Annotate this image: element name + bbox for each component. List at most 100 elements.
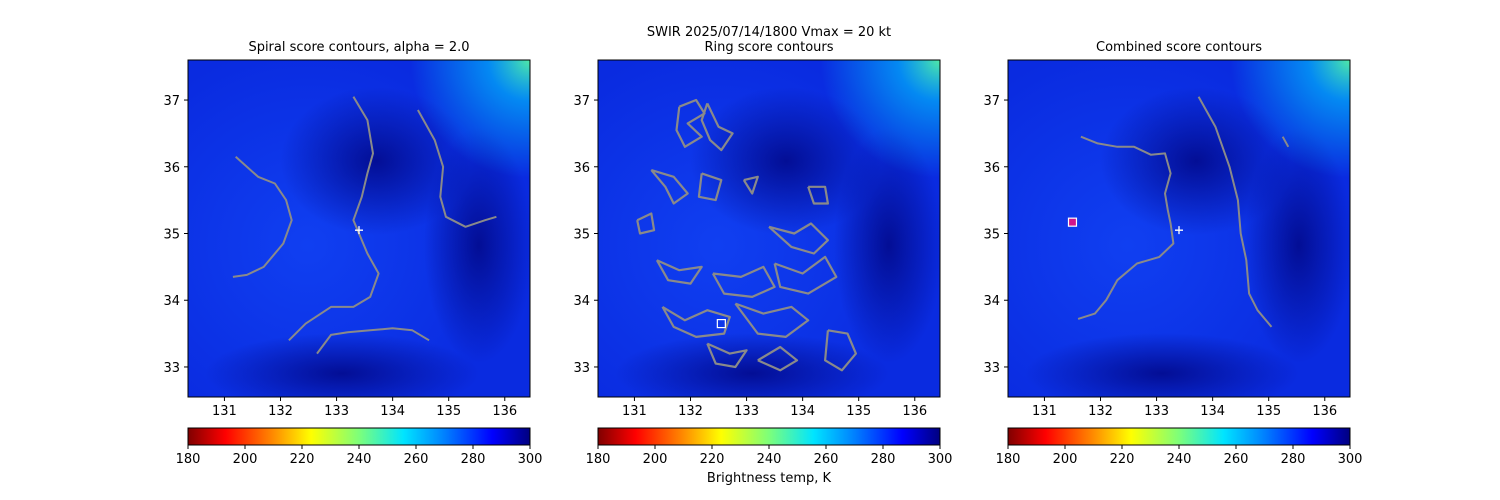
panel-title: Combined score contours xyxy=(1096,40,1262,55)
x-tick-label: 132 xyxy=(268,404,293,419)
x-tick-label: 135 xyxy=(436,404,461,419)
contour-line xyxy=(316,327,430,355)
colorbar-tick-label: 260 xyxy=(1224,452,1249,467)
panel-title: Ring score contours xyxy=(704,40,833,55)
y-tick-label: 35 xyxy=(573,228,590,243)
contour-line xyxy=(232,156,293,278)
colorbar-tick-label: 300 xyxy=(928,452,953,467)
contour-line xyxy=(1077,135,1175,320)
y-tick-label: 33 xyxy=(983,361,1000,376)
contour-line xyxy=(742,175,759,195)
colorbar xyxy=(597,427,941,446)
colorbar-tick-label: 200 xyxy=(233,452,258,467)
y-tick-label: 34 xyxy=(983,294,1000,309)
suptitle: SWIR 2025/07/14/1800 Vmax = 20 kt xyxy=(647,25,891,40)
contour-line xyxy=(417,109,497,228)
x-tick-label: 135 xyxy=(1256,404,1281,419)
y-tick-label: 33 xyxy=(573,361,590,376)
y-tick-label: 37 xyxy=(163,94,180,109)
contour-line xyxy=(824,329,857,372)
axes-frame xyxy=(597,59,941,398)
x-tick-label: 134 xyxy=(1200,404,1225,419)
y-tick-label: 33 xyxy=(163,361,180,376)
contour-line xyxy=(1281,136,1290,148)
axes-frame xyxy=(187,59,531,398)
colorbar-tick-label: 200 xyxy=(1053,452,1078,467)
colorbar xyxy=(1007,427,1351,446)
x-tick-label: 136 xyxy=(1312,404,1337,419)
colorbar-tick-label: 280 xyxy=(871,452,896,467)
axes-frame xyxy=(1007,59,1351,398)
y-tick-label: 34 xyxy=(163,294,180,309)
y-tick-label: 35 xyxy=(983,228,1000,243)
colorbar-tick-label: 240 xyxy=(347,452,372,467)
colorbar-tick-label: 280 xyxy=(461,452,486,467)
colorbar-tick-label: 240 xyxy=(1167,452,1192,467)
contour-line xyxy=(773,255,838,295)
colorbar-tick-label: 260 xyxy=(814,452,839,467)
x-tick-label: 133 xyxy=(734,404,759,419)
colorbar-tick-label: 220 xyxy=(1110,452,1135,467)
contour-line xyxy=(675,98,706,148)
x-tick-label: 134 xyxy=(380,404,405,419)
colorbar-tick-label: 300 xyxy=(518,452,543,467)
colorbar-tick-label: 300 xyxy=(1338,452,1363,467)
x-tick-label: 134 xyxy=(790,404,815,419)
colorbar xyxy=(187,427,531,446)
panel-title: Spiral score contours, alpha = 2.0 xyxy=(248,40,469,55)
plot-area xyxy=(1008,60,1350,397)
colorbar-tick-label: 260 xyxy=(404,452,429,467)
center-plus-marker xyxy=(1175,226,1183,235)
contour-line xyxy=(288,96,380,342)
panel-3: Combined score contours 131 132 133 134 135 13… xyxy=(983,40,1362,467)
y-tick-label: 36 xyxy=(163,161,180,176)
colorbar-tick-label: 180 xyxy=(586,452,611,467)
contour-line xyxy=(768,222,829,255)
contour-line xyxy=(711,265,776,298)
contour-line xyxy=(655,259,703,285)
plot-area xyxy=(598,60,940,397)
x-tick-label: 133 xyxy=(1144,404,1169,419)
y-tick-label: 34 xyxy=(573,294,590,309)
contour-line xyxy=(697,172,723,202)
colorbar-tick-label: 180 xyxy=(996,452,1021,467)
x-tick-label: 132 xyxy=(678,404,703,419)
panel-1: Spiral score contours, alpha = 2.0 131 132… xyxy=(163,40,542,467)
x-tick-label: 133 xyxy=(324,404,349,419)
contour-line xyxy=(734,302,810,338)
x-tick-label: 132 xyxy=(1088,404,1113,419)
x-tick-label: 131 xyxy=(622,404,647,419)
y-tick-label: 36 xyxy=(573,161,590,176)
heatmap-corner-warm xyxy=(598,60,940,397)
center-plus-marker xyxy=(355,226,363,235)
panel-2: Ring score contours 131 132 133 134 135 136 33 3… xyxy=(573,40,952,486)
colorbar-tick-label: 220 xyxy=(700,452,725,467)
y-tick-label: 36 xyxy=(983,161,1000,176)
colorbar-label: Brightness temp, K xyxy=(707,471,832,486)
colorbar-tick-label: 200 xyxy=(643,452,668,467)
contour-line xyxy=(706,342,748,369)
x-tick-label: 131 xyxy=(1032,404,1057,419)
contour-line xyxy=(650,169,689,205)
y-tick-label: 35 xyxy=(163,228,180,243)
colorbar-tick-label: 220 xyxy=(290,452,315,467)
contour-line xyxy=(636,212,656,235)
contour-line xyxy=(700,102,734,152)
colorbar-tick-label: 240 xyxy=(757,452,782,467)
center-square-marker xyxy=(716,318,726,329)
plot-area xyxy=(188,60,530,397)
center-square-marker xyxy=(1067,217,1078,227)
contour-line xyxy=(757,345,799,372)
colorbar-tick-label: 180 xyxy=(176,452,201,467)
x-tick-label: 135 xyxy=(846,404,871,419)
colorbar-tick-label: 280 xyxy=(1281,452,1306,467)
x-tick-label: 136 xyxy=(492,404,517,419)
y-tick-label: 37 xyxy=(983,94,1000,109)
x-tick-label: 131 xyxy=(212,404,237,419)
contour-line xyxy=(661,305,731,338)
y-tick-label: 37 xyxy=(573,94,590,109)
contour-line xyxy=(807,185,829,205)
x-tick-label: 136 xyxy=(902,404,927,419)
contour-line xyxy=(1197,96,1273,328)
